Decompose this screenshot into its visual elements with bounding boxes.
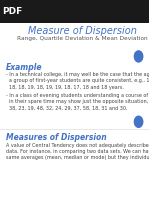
Text: - In a class of evening students understanding a course of study
  in their spar: - In a class of evening students underst… <box>6 93 149 110</box>
Text: Measures of Dispersion: Measures of Dispersion <box>6 133 107 142</box>
Circle shape <box>134 116 143 127</box>
FancyBboxPatch shape <box>0 0 149 23</box>
Text: PDF: PDF <box>3 7 23 16</box>
Text: A value of Central Tendency does not adequately describe the
data. For instance,: A value of Central Tendency does not ade… <box>6 143 149 160</box>
Text: Measure of Dispersion: Measure of Dispersion <box>28 26 136 36</box>
Text: - In a technical college, it may well be the case that the ages of
  a group of : - In a technical college, it may well be… <box>6 72 149 90</box>
Text: Example: Example <box>6 63 42 72</box>
Text: Range, Quartile Deviation & Mean Deviation: Range, Quartile Deviation & Mean Deviati… <box>17 35 147 41</box>
Circle shape <box>134 51 143 62</box>
